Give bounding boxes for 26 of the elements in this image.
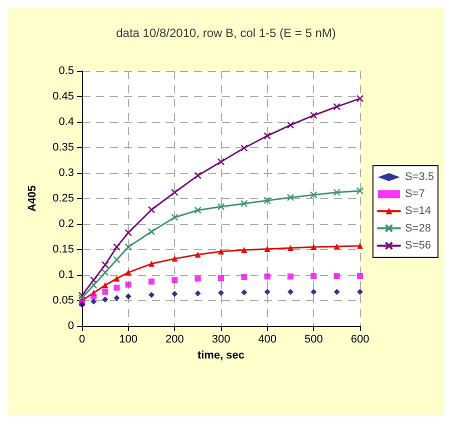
- x-tick-label: 0: [78, 334, 86, 346]
- x-tick-label: 200: [165, 334, 184, 346]
- x-tick-label: 100: [119, 334, 138, 346]
- y-tick-label: 0.2: [58, 218, 74, 230]
- x-tick-label: 400: [258, 334, 277, 346]
- legend-label: S=28: [404, 222, 431, 234]
- x-axis-title: time, sec: [197, 349, 245, 362]
- legend-label: S=7: [404, 188, 425, 200]
- x-tick-label: 600: [350, 334, 370, 346]
- legend-label: S=3.5: [404, 171, 434, 184]
- y-tick-label: 0.1: [58, 269, 74, 281]
- legend-label: S=14: [404, 205, 431, 218]
- y-tick-label: 0.35: [52, 142, 74, 154]
- x-tick-label: 300: [212, 334, 230, 346]
- y-tick-label: 0.25: [52, 192, 74, 204]
- y-tick-label: 0.15: [52, 244, 74, 256]
- y-tick-label: 0.3: [58, 167, 74, 179]
- y-tick-label: 0.05: [52, 294, 74, 306]
- y-tick-label: 0.4: [58, 116, 74, 128]
- chart-title: data 10/8/2010, row B, col 1-5 (E = 5 nM): [116, 26, 336, 40]
- y-tick-label: 0.5: [58, 65, 74, 77]
- x-tick-label: 500: [304, 334, 323, 346]
- y-tick-label: 0: [68, 320, 74, 332]
- y-tick-label: 0.45: [52, 90, 74, 102]
- y-axis-title: A405: [26, 185, 38, 212]
- legend-label: S=56: [404, 240, 431, 252]
